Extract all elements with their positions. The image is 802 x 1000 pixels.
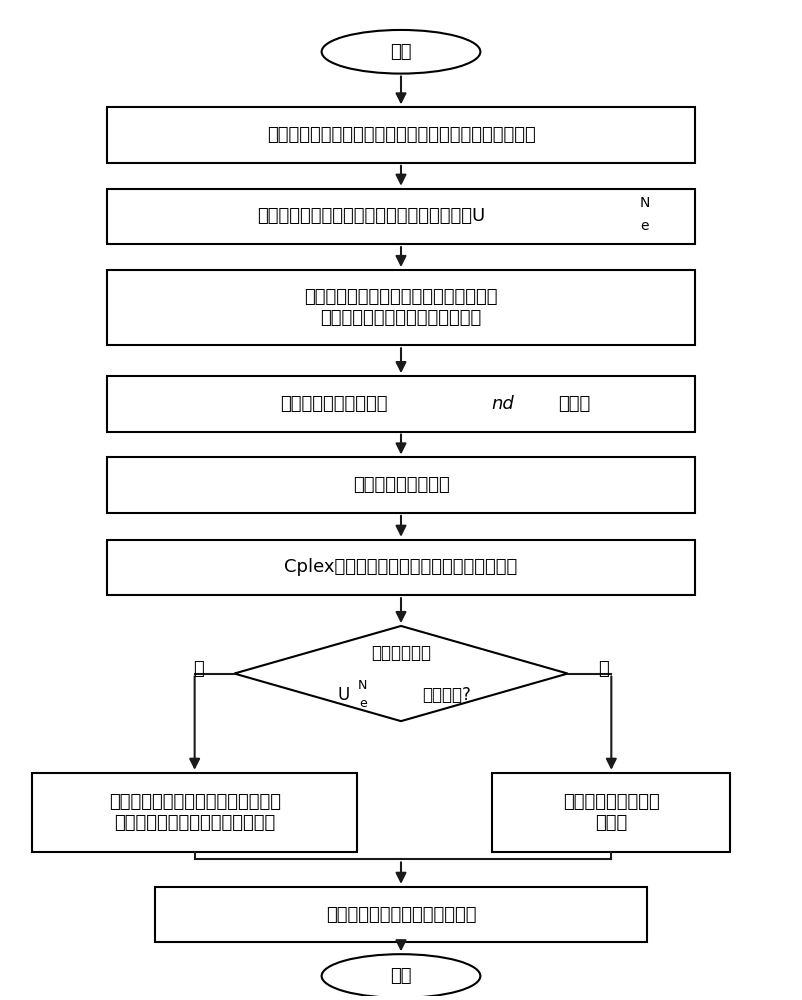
Bar [492, 773, 731, 852]
Bar [107, 376, 695, 432]
Text: 否: 否 [598, 660, 609, 678]
Text: 参与调峰?: 参与调峰? [423, 686, 472, 704]
Text: nd: nd [491, 395, 514, 413]
Text: 指定调峰核电机组，并制定其日前出
力计划，其余核电机组带基荷运行: 指定调峰核电机组，并制定其日前出 力计划，其余核电机组带基荷运行 [108, 793, 281, 832]
Text: 输出系统所有机组日前调度计划: 输出系统所有机组日前调度计划 [326, 906, 476, 924]
Text: 以经济调度为原则，计及弃风成本和核电
调峰成本，建立多源协调调度模型: 以经济调度为原则，计及弃风成本和核电 调峰成本，建立多源协调调度模型 [304, 288, 498, 327]
Text: e: e [359, 697, 367, 710]
Text: 开始: 开始 [391, 43, 411, 61]
Bar [155, 887, 647, 942]
Ellipse shape [322, 954, 480, 998]
Text: 结束: 结束 [391, 967, 411, 985]
Text: Cplex求解调度模型，得到各类机组出力计划: Cplex求解调度模型，得到各类机组出力计划 [285, 558, 517, 576]
Text: 线性化核电调峰约束: 线性化核电调峰约束 [353, 476, 449, 494]
Bar [107, 189, 695, 244]
Bar [32, 773, 358, 852]
Text: 个档位: 个档位 [558, 395, 590, 413]
Text: 是: 是 [193, 660, 204, 678]
Text: 输入机组运行参数，负荷和风电日前短期预测出力等数据: 输入机组运行参数，负荷和风电日前短期预测出力等数据 [266, 126, 536, 144]
Text: 将核电调峰深度均分为: 将核电调峰深度均分为 [280, 395, 387, 413]
Text: 将所有调峰核电机组聚合为一台等效核电机组U: 将所有调峰核电机组聚合为一台等效核电机组U [257, 207, 485, 225]
Text: 所有核电机组均带基
荷运行: 所有核电机组均带基 荷运行 [563, 793, 660, 832]
Text: 等效核电机组: 等效核电机组 [371, 644, 431, 662]
Ellipse shape [322, 30, 480, 74]
Bar [107, 107, 695, 163]
Bar [107, 457, 695, 513]
Bar [107, 270, 695, 345]
Text: N: N [639, 196, 650, 210]
Text: U: U [338, 686, 350, 704]
Text: e: e [641, 219, 649, 233]
Text: N: N [358, 679, 367, 692]
Polygon shape [234, 626, 568, 721]
Bar [107, 540, 695, 595]
